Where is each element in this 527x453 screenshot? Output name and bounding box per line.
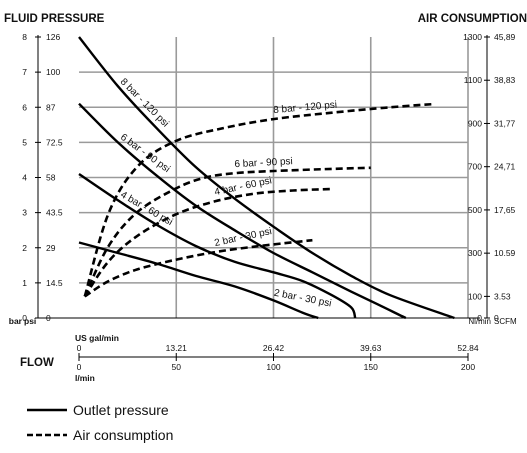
right-tick-scfm: 24,71: [494, 162, 516, 172]
right-tick-nl: 300: [468, 248, 482, 258]
air-consumption-line: [83, 166, 371, 297]
left-tick-psi: 0: [46, 313, 51, 323]
series-group: [78, 36, 455, 320]
right-tick-scfm: 3.53: [494, 291, 511, 301]
left-tick-bar: 0: [22, 313, 27, 323]
right-unit-nl: Nl/min: [468, 317, 491, 326]
left-tick-psi: 43.5: [46, 208, 63, 218]
legend: Outlet pressure Air consumption: [27, 402, 173, 443]
outlet-series-label: 8 bar - 120 psi: [118, 77, 171, 130]
x-tick-gal: 52.84: [457, 343, 479, 353]
right-tick-scfm: 38,83: [494, 75, 516, 85]
outlet-pressure-line: [78, 36, 455, 320]
right-tick-nl: 1100: [464, 75, 483, 85]
legend-air-label: Air consumption: [73, 427, 173, 443]
legend-outlet-label: Outlet pressure: [73, 402, 169, 418]
x-unit-gal: US gal/min: [75, 333, 119, 343]
x-axis-ticks: 0 0 13.21 50 26.42 100 39.63 150 52.84 200: [77, 343, 479, 372]
left-tick-bar: 1: [22, 278, 27, 288]
x-tick-lmin: 150: [364, 362, 378, 372]
right-tick-scfm: 45,89: [494, 32, 516, 42]
right-tick-nl: 100: [468, 291, 482, 301]
air-consumption-line: [83, 187, 332, 298]
left-axis-ticks: 0 0 1 14.5 2 29 3 43.5 4 58 5 72.5 6 87 7 100 8 126: [22, 32, 63, 323]
outlet-series-label: 6 bar - 90 psi: [118, 132, 172, 175]
right-tick-nl: 900: [468, 118, 482, 128]
right-tick-scfm: 0: [494, 313, 499, 323]
x-tick-lmin: 50: [172, 362, 182, 372]
outlet-pressure-line: [78, 241, 319, 320]
right-tick-nl: 700: [468, 162, 482, 172]
outlet-series-label: 4 bar - 60 psi: [118, 189, 174, 228]
grid: [79, 37, 469, 318]
right-tick-nl: 500: [468, 205, 482, 215]
right-tick-nl: 0: [477, 313, 482, 323]
x-tick-gal: 26.42: [263, 343, 285, 353]
left-tick-psi: 14.5: [46, 278, 63, 288]
x-tick-lmin: 100: [266, 362, 280, 372]
air-consumption-line: [84, 238, 313, 298]
left-tick-bar: 5: [22, 137, 27, 147]
chart-title-right: AIR CONSUMPTION: [418, 13, 527, 25]
x-tick-gal: 0: [77, 343, 82, 353]
axes: [37, 35, 488, 358]
left-tick-bar: 6: [22, 102, 27, 112]
x-tick-lmin: 200: [461, 362, 475, 372]
x-unit-lmin: l/min: [75, 373, 95, 383]
chart-title-left: FLUID PRESSURE: [4, 13, 105, 25]
left-tick-psi: 100: [46, 67, 60, 77]
left-tick-bar: 4: [22, 173, 27, 183]
left-tick-bar: 3: [22, 208, 27, 218]
right-axis-ticks: 0 0 100 3.53 300 10.59 500 17,65 700 24,71 900 31,7…: [463, 32, 515, 323]
left-tick-bar: 7: [22, 67, 27, 77]
right-tick-nl: 1300: [463, 32, 482, 42]
left-tick-psi: 29: [46, 243, 56, 253]
left-tick-bar: 8: [22, 32, 27, 42]
flow-label: FLOW: [20, 357, 54, 369]
air-series-label: 4 bar - 60 psi: [213, 175, 272, 198]
outlet-pressure-line: [78, 102, 407, 320]
x-tick-gal: 39.63: [360, 343, 382, 353]
x-tick-lmin: 0: [77, 362, 82, 372]
right-tick-scfm: 17,65: [494, 205, 516, 215]
x-tick-gal: 13.21: [166, 343, 188, 353]
left-tick-psi: 72.5: [46, 137, 63, 147]
air-series-label: 6 bar - 90 psi: [234, 156, 293, 170]
air-consumption-line: [83, 102, 435, 297]
left-tick-psi: 58: [46, 173, 56, 183]
right-tick-scfm: 10.59: [494, 248, 516, 258]
right-tick-scfm: 31,77: [494, 118, 516, 128]
left-tick-bar: 2: [22, 243, 27, 253]
left-tick-psi: 126: [46, 32, 60, 42]
left-unit-psi: psi: [24, 316, 36, 326]
left-unit-bar: bar: [9, 316, 23, 326]
left-tick-psi: 87: [46, 102, 56, 112]
right-unit-scfm: SCFM: [494, 317, 517, 326]
